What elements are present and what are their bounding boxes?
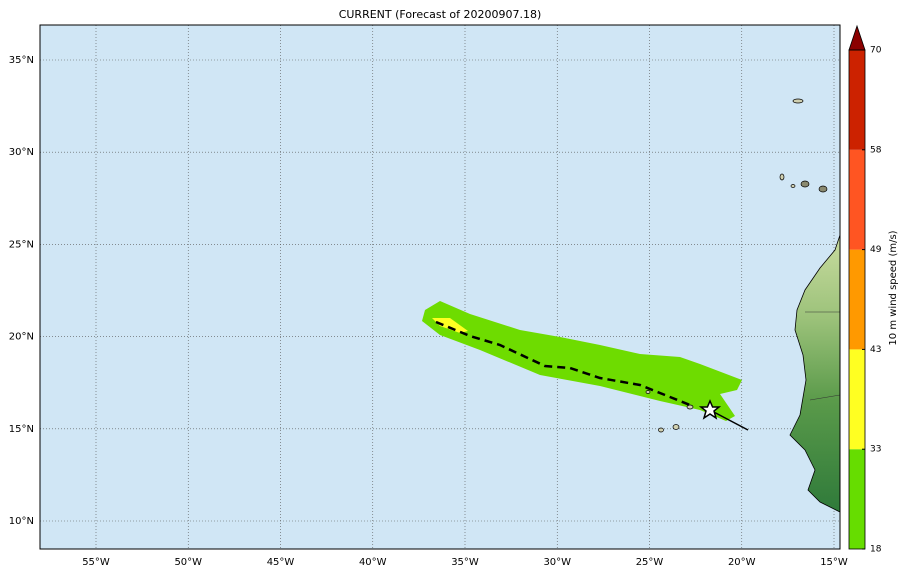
ocean <box>40 25 840 549</box>
lon-label: 15°W <box>820 557 848 568</box>
colorbar-tick-label: 43 <box>870 345 881 355</box>
lon-label: 20°W <box>728 557 756 568</box>
lat-label: 35°N <box>9 55 34 66</box>
lat-label: 20°N <box>9 332 34 343</box>
storm-position <box>698 399 722 420</box>
colorbar-label: 10 m wind speed (m/s) <box>888 230 899 345</box>
colorbar-tick-label: 18 <box>870 545 882 555</box>
colorbar-tick-label: 58 <box>870 145 882 155</box>
colorbar <box>848 24 866 550</box>
border <box>809 394 840 401</box>
forecast-track <box>435 320 691 407</box>
colorbar-extension <box>848 24 866 51</box>
wind-swath-high <box>432 318 468 333</box>
colorbar-tick-label: 33 <box>870 445 881 455</box>
island <box>672 424 680 430</box>
lat-label: 15°N <box>9 424 34 435</box>
island <box>800 180 810 188</box>
island <box>790 184 796 188</box>
lat-label: 10°N <box>9 516 34 527</box>
map-features <box>422 98 840 513</box>
colorbar-tick-label: 70 <box>870 46 882 56</box>
colorbar-segment <box>849 50 865 150</box>
island <box>686 404 694 410</box>
lon-label: 30°W <box>543 557 571 568</box>
island <box>658 427 664 433</box>
map-frame <box>39 24 841 550</box>
island <box>779 173 785 181</box>
lat-label: 30°N <box>9 147 34 158</box>
past-track <box>709 409 749 431</box>
colorbar-frame <box>848 49 866 550</box>
island <box>818 185 828 193</box>
island <box>792 98 804 104</box>
wind-swath <box>422 301 742 421</box>
colorbar-segment <box>849 349 865 450</box>
lat-label: 25°N <box>9 239 34 250</box>
lon-label: 25°W <box>636 557 664 568</box>
lon-label: 40°W <box>359 557 387 568</box>
colorbar-segment <box>849 149 865 250</box>
title: CURRENT (Forecast of 20200907.18) <box>339 8 542 21</box>
colorbar-tick-label: 49 <box>870 245 882 255</box>
lon-label: 35°W <box>451 557 479 568</box>
colorbar-segment <box>849 449 865 549</box>
colorbar-segment <box>849 249 865 350</box>
africa-coast <box>789 234 840 513</box>
island <box>645 390 651 394</box>
lon-label: 45°W <box>267 557 295 568</box>
lon-label: 55°W <box>82 557 110 568</box>
lon-label: 50°W <box>174 557 202 568</box>
